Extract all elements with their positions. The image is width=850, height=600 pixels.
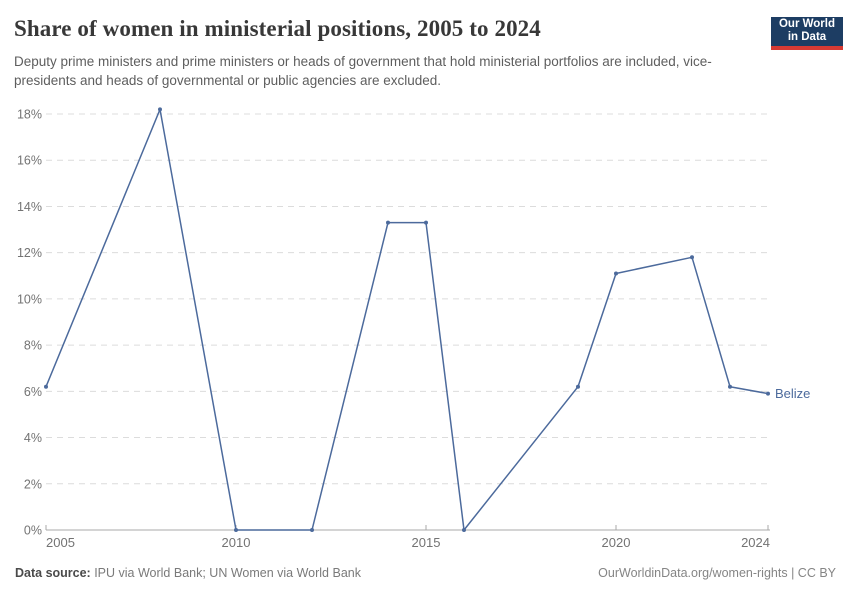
y-tick-label: 6% bbox=[24, 385, 42, 399]
data-source-text: IPU via World Bank; UN Women via World B… bbox=[90, 566, 361, 580]
entity-label: Belize bbox=[775, 386, 810, 401]
license-separator: | bbox=[787, 566, 798, 580]
license-label: CC BY bbox=[797, 566, 836, 580]
data-point bbox=[576, 384, 580, 389]
y-tick-label: 8% bbox=[24, 339, 42, 353]
owid-logo[interactable]: Our World in Data bbox=[771, 17, 843, 50]
y-tick-label: 12% bbox=[17, 246, 42, 260]
owid-logo-text: Our World in Data bbox=[771, 17, 843, 46]
y-tick-label: 18% bbox=[17, 108, 42, 122]
data-point bbox=[614, 271, 618, 276]
owid-logo-line1: Our World bbox=[778, 18, 835, 30]
data-point bbox=[728, 384, 732, 389]
data-point bbox=[766, 391, 770, 396]
data-source-label: Data source: bbox=[15, 566, 91, 580]
data-point bbox=[690, 255, 694, 260]
license-note: OurWorldinData.org/women-rights | CC BY bbox=[598, 566, 836, 580]
x-tick-label: 2020 bbox=[602, 535, 631, 550]
owid-logo-line2: in Data bbox=[787, 31, 827, 43]
chart-subtitle: Deputy prime ministers and prime ministe… bbox=[14, 54, 712, 88]
y-tick-label: 4% bbox=[24, 431, 42, 445]
data-line bbox=[45, 108, 769, 531]
data-point bbox=[158, 107, 162, 112]
y-tick-label: 0% bbox=[24, 524, 42, 538]
y-tick-label: 14% bbox=[17, 200, 42, 214]
x-tick-label: 2010 bbox=[222, 535, 251, 550]
data-point bbox=[386, 220, 390, 225]
x-tick-label: 2024 bbox=[741, 535, 770, 550]
x-tick-label: 2005 bbox=[46, 535, 75, 550]
owid-logo-red-bar bbox=[771, 46, 843, 50]
data-point bbox=[44, 384, 48, 389]
data-point bbox=[424, 220, 428, 225]
x-tick-label: 2015 bbox=[412, 535, 441, 550]
y-tick-label: 10% bbox=[17, 292, 42, 306]
data-point bbox=[234, 528, 238, 532]
page-title: Share of women in ministerial positions,… bbox=[14, 16, 541, 41]
owid-link[interactable]: OurWorldinData.org/women-rights bbox=[598, 566, 788, 580]
data-source: Data source: IPU via World Bank; UN Wome… bbox=[15, 566, 361, 580]
data-point bbox=[310, 528, 314, 532]
y-tick-label: 2% bbox=[24, 477, 42, 491]
data-point bbox=[462, 528, 466, 532]
y-tick-label: 16% bbox=[17, 154, 42, 168]
